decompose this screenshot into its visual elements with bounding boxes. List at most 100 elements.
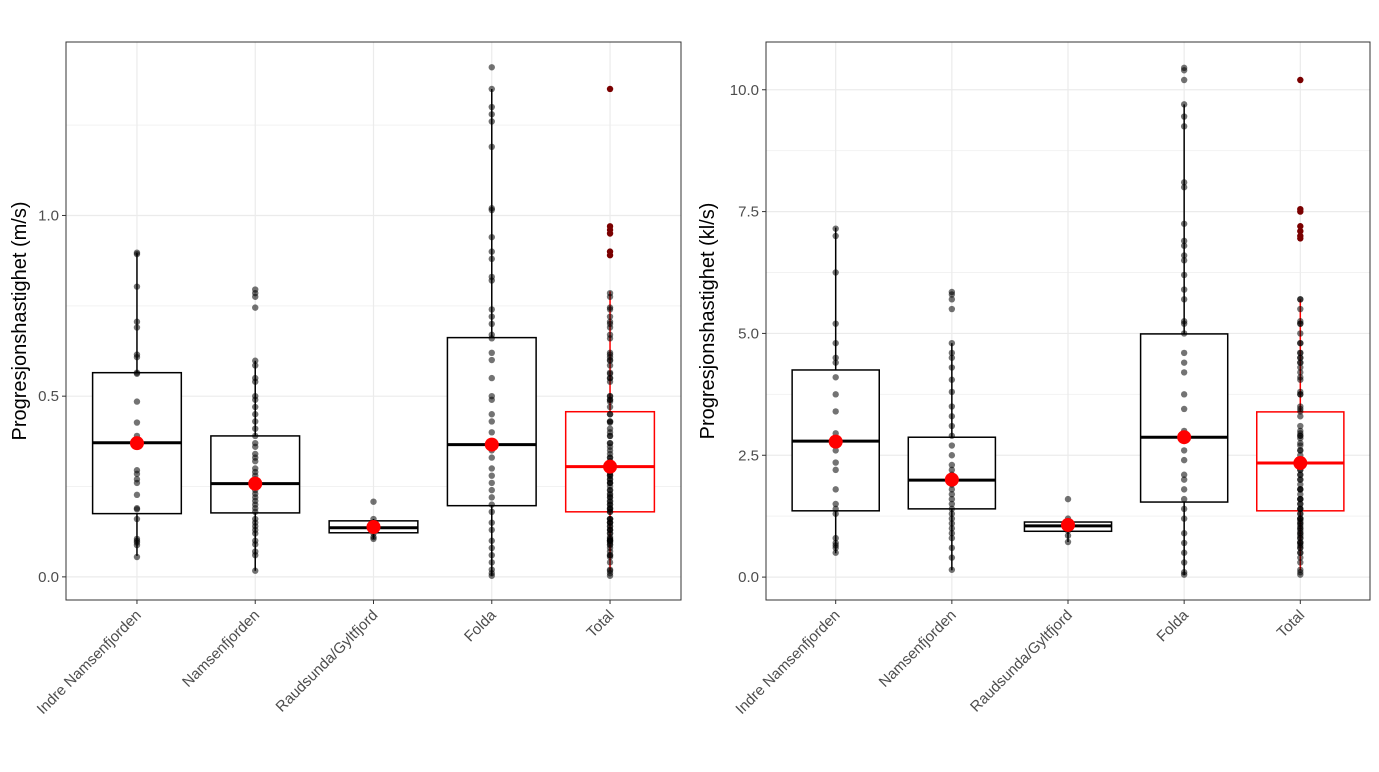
data-point	[1180, 476, 1188, 483]
data-point	[1297, 364, 1304, 371]
data-point	[1297, 376, 1304, 383]
data-point	[948, 500, 956, 508]
x-tick-label: Raudsunda/Gyltfjord	[967, 607, 1076, 716]
data-point	[488, 479, 495, 487]
data-point	[606, 320, 614, 328]
data-point	[948, 305, 956, 313]
mean-point	[1177, 430, 1192, 445]
data-point	[252, 396, 259, 403]
data-point	[606, 447, 614, 454]
data-point	[488, 396, 495, 403]
data-point	[133, 324, 141, 331]
box-total	[564, 85, 656, 579]
data-point	[948, 461, 956, 469]
data-point	[606, 519, 614, 526]
data-point	[606, 508, 614, 516]
y-axis-label: Progresjonshastighet (kl/s)	[697, 203, 719, 440]
data-point	[252, 541, 259, 548]
data-point	[133, 506, 141, 513]
data-point	[488, 320, 495, 328]
data-point	[488, 255, 495, 263]
data-point	[488, 544, 495, 552]
data-point	[606, 494, 614, 501]
data-point	[488, 537, 495, 544]
data-point	[252, 508, 259, 516]
data-point	[1297, 491, 1304, 498]
data-point	[948, 403, 956, 410]
data-point	[1064, 532, 1072, 539]
data-point	[606, 429, 614, 436]
data-point	[1297, 515, 1304, 522]
data-point	[488, 85, 495, 93]
data-point	[1297, 413, 1304, 420]
data-point	[948, 510, 956, 517]
data-point	[252, 425, 259, 432]
data-point	[948, 515, 956, 522]
data-point	[252, 403, 259, 411]
data-point	[1297, 405, 1304, 413]
box-namsenfjorden	[907, 288, 997, 573]
panel-border	[65, 41, 682, 601]
y-tick-label: 1.0	[38, 207, 59, 224]
data-point	[1297, 427, 1304, 435]
data-point	[1297, 495, 1304, 503]
data-point	[252, 418, 259, 425]
outlier-point	[606, 252, 614, 259]
data-point	[488, 418, 495, 425]
data-point	[948, 349, 956, 357]
mean-point	[484, 437, 499, 452]
data-point	[488, 206, 495, 214]
data-point	[133, 353, 141, 361]
panel-1: 0.0 0.5 1.0 Indre Namsenfjorden Namsenfjorde…	[9, 41, 682, 718]
data-point	[948, 466, 956, 474]
data-point	[948, 525, 956, 532]
data-point	[606, 374, 614, 382]
data-point	[948, 296, 956, 303]
data-point	[948, 534, 956, 542]
data-point	[1180, 123, 1188, 130]
data-point	[1064, 495, 1072, 503]
data-point	[488, 501, 495, 508]
data-point	[1180, 486, 1188, 493]
x-tick-label: Indre Namsenfjorden	[34, 607, 145, 718]
data-point	[948, 495, 956, 503]
data-point	[832, 549, 839, 556]
data-point	[948, 339, 956, 347]
data-point	[133, 419, 141, 426]
data-point	[948, 520, 956, 527]
data-point	[370, 535, 377, 543]
data-point	[1297, 554, 1304, 561]
mean-point	[603, 459, 618, 474]
data-point	[832, 510, 839, 517]
data-point	[1180, 447, 1188, 454]
data-point	[133, 541, 141, 549]
data-point	[948, 554, 956, 561]
data-point	[1297, 481, 1304, 488]
y-tick-label: 0.5	[38, 388, 59, 405]
data-point	[832, 225, 839, 232]
data-point	[606, 411, 614, 418]
data-point	[606, 572, 614, 579]
mean-point	[366, 519, 381, 534]
data-point	[252, 362, 259, 369]
y-tick-label: 10.0	[730, 82, 759, 99]
x-tick-label: Folda	[461, 606, 500, 645]
data-point	[488, 248, 495, 255]
data-point	[1180, 113, 1188, 120]
data-point	[606, 559, 614, 566]
data-point	[488, 519, 495, 526]
data-point	[606, 537, 614, 544]
data-point	[1180, 559, 1188, 566]
data-point	[1180, 549, 1188, 556]
outlier-point	[606, 230, 614, 237]
data-point	[948, 452, 956, 459]
y-tick-label: 0.0	[738, 569, 759, 586]
data-point	[1180, 179, 1188, 186]
outlier-point	[1297, 235, 1304, 242]
y-tick-label: 5.0	[738, 325, 759, 342]
data-point	[948, 442, 956, 449]
data-point	[1297, 359, 1304, 366]
data-point	[133, 370, 141, 377]
data-point	[832, 408, 839, 415]
data-point	[133, 515, 141, 523]
